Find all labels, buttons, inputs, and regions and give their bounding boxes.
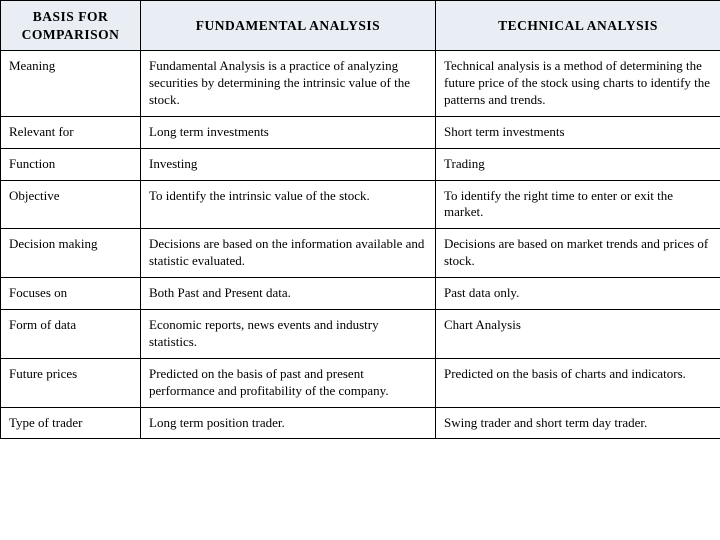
table-row: Future prices Predicted on the basis of … [1, 358, 720, 407]
cell-technical: Swing trader and short term day trader. [436, 407, 720, 439]
col-header-basis: BASIS FOR COMPARISON [1, 1, 141, 51]
table-row: Function Investing Trading [1, 148, 720, 180]
cell-basis: Objective [1, 180, 141, 229]
cell-basis: Function [1, 148, 141, 180]
cell-basis: Meaning [1, 51, 141, 117]
col-header-technical: TECHNICAL ANALYSIS [436, 1, 720, 51]
cell-fundamental: Predicted on the basis of past and prese… [141, 358, 436, 407]
col-header-fundamental: FUNDAMENTAL ANALYSIS [141, 1, 436, 51]
cell-technical: Trading [436, 148, 720, 180]
cell-basis: Future prices [1, 358, 141, 407]
cell-technical: Technical analysis is a method of determ… [436, 51, 720, 117]
table-row: Type of trader Long term position trader… [1, 407, 720, 439]
cell-fundamental: Long term position trader. [141, 407, 436, 439]
cell-technical: Past data only. [436, 278, 720, 310]
cell-technical: Chart Analysis [436, 310, 720, 359]
cell-basis: Decision making [1, 229, 141, 278]
cell-technical: To identify the right time to enter or e… [436, 180, 720, 229]
cell-basis: Type of trader [1, 407, 141, 439]
comparison-table: BASIS FOR COMPARISON FUNDAMENTAL ANALYSI… [0, 0, 720, 439]
cell-basis: Focuses on [1, 278, 141, 310]
table-row: Relevant for Long term investments Short… [1, 116, 720, 148]
table-row: Decision making Decisions are based on t… [1, 229, 720, 278]
cell-technical: Decisions are based on market trends and… [436, 229, 720, 278]
cell-technical: Predicted on the basis of charts and ind… [436, 358, 720, 407]
cell-fundamental: Economic reports, news events and indust… [141, 310, 436, 359]
table-row: Focuses on Both Past and Present data. P… [1, 278, 720, 310]
cell-fundamental: To identify the intrinsic value of the s… [141, 180, 436, 229]
table-row: Meaning Fundamental Analysis is a practi… [1, 51, 720, 117]
table-row: Objective To identify the intrinsic valu… [1, 180, 720, 229]
cell-fundamental: Fundamental Analysis is a practice of an… [141, 51, 436, 117]
cell-basis: Relevant for [1, 116, 141, 148]
cell-fundamental: Both Past and Present data. [141, 278, 436, 310]
cell-fundamental: Decisions are based on the information a… [141, 229, 436, 278]
cell-fundamental: Investing [141, 148, 436, 180]
cell-fundamental: Long term investments [141, 116, 436, 148]
table-row: Form of data Economic reports, news even… [1, 310, 720, 359]
cell-technical: Short term investments [436, 116, 720, 148]
cell-basis: Form of data [1, 310, 141, 359]
table-header-row: BASIS FOR COMPARISON FUNDAMENTAL ANALYSI… [1, 1, 720, 51]
